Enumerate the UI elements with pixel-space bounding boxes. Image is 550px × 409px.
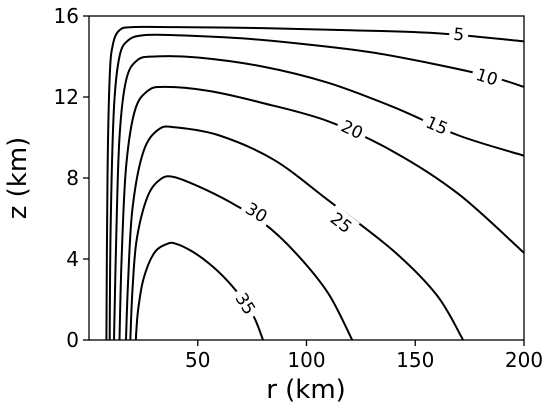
x-tick-label-100: 100 [287,348,325,372]
contour-label-5: 5 [452,25,465,46]
y-tick-label-8: 8 [66,166,79,190]
contour-line-30 [129,175,354,341]
contour-label-bg-10 [469,61,505,92]
x-tick-label-200: 200 [505,348,543,372]
contour-label-bg-5 [448,22,470,47]
contour-line-15 [113,55,525,341]
y-tick-label-0: 0 [66,328,79,352]
contour-line-20 [118,85,525,341]
x-axis-label: r (km) [266,375,346,405]
y-tick-label-16: 16 [54,4,79,28]
contour-label-bg-35 [228,285,263,323]
contour-label-bg-30 [237,195,276,230]
contour-label-bg-15 [418,109,456,142]
y-tick-label-12: 12 [54,85,79,109]
x-tick-label-50: 50 [185,348,210,372]
contour-lines [105,25,525,341]
y-tick-label-4: 4 [66,247,79,271]
contour-line-10 [108,33,525,341]
contour-line-25 [125,125,464,341]
x-tick-label-150: 150 [396,348,434,372]
contour-label-bg-25 [322,204,360,241]
y-axis-ticks: 0 4 8 12 16 [54,4,89,352]
contour-label-bg-20 [333,113,371,146]
plot-frame [88,15,525,341]
y-axis-label: z (km) [3,137,33,220]
x-axis-ticks: 50 100 150 200 [185,340,543,372]
contour-line-5 [105,25,525,341]
